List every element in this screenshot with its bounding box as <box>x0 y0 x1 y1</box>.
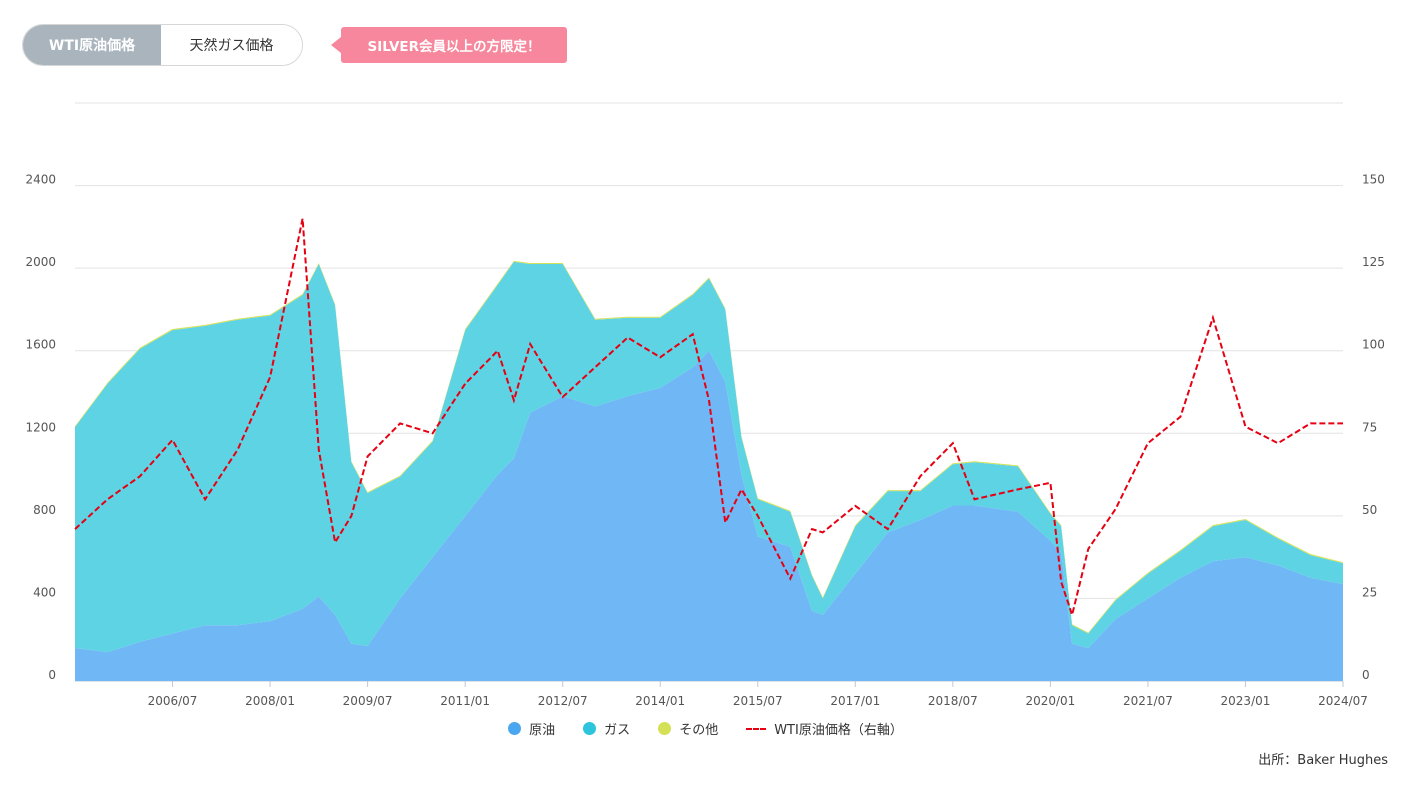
x-tick-label: 2017/01 <box>830 694 880 708</box>
y-right-tick-label: 150 <box>1362 173 1385 187</box>
left-axis-labels: 0 400 800 1200 1600 2000 2400 <box>25 173 56 682</box>
y-right-tick-label: 25 <box>1362 585 1377 599</box>
legend-item-other[interactable]: その他 <box>658 719 718 738</box>
x-axis-labels: 2006/07 2008/01 2009/07 2011/01 2012/07 2014/… <box>148 681 1368 708</box>
x-tick-label: 2012/07 <box>538 694 588 708</box>
legend-marker-wti <box>746 727 767 730</box>
x-tick-label: 2024/07 <box>1318 694 1368 708</box>
badge-pointer <box>331 37 341 53</box>
source-note: 出所：Baker Hughes <box>1258 753 1388 768</box>
x-tick-label: 2008/01 <box>245 694 295 708</box>
y-left-tick-label: 1200 <box>25 420 56 434</box>
right-axis-labels: 0 25 50 75 100 125 150 <box>1362 173 1385 682</box>
tab-natural-gas-price[interactable]: 天然ガス価格 <box>161 25 302 65</box>
x-tick-label: 2015/07 <box>733 694 783 708</box>
legend-marker-crude-oil <box>508 722 522 735</box>
legend-item-wti[interactable]: WTI原油価格（右軸） <box>746 719 903 738</box>
y-left-tick-label: 0 <box>48 668 56 682</box>
chart-legend: 原油 ガス その他 WTI原油価格（右軸） <box>0 719 1411 738</box>
legend-marker-other <box>658 722 672 735</box>
legend-label-gas: ガス <box>604 723 631 738</box>
y-left-tick-label: 2000 <box>25 255 56 269</box>
legend-marker-gas <box>583 722 597 735</box>
silver-members-badge: SILVER会員以上の方限定！ <box>341 27 567 63</box>
legend-label-other: その他 <box>679 723 719 738</box>
legend-label-wti: WTI原油価格（右軸） <box>774 723 903 738</box>
area-原油 <box>75 350 1343 681</box>
y-left-tick-label: 1600 <box>25 338 56 352</box>
x-tick-label: 2020/01 <box>1025 694 1075 708</box>
wti-series-line <box>74 218 1343 619</box>
y-right-tick-label: 125 <box>1362 255 1385 269</box>
y-left-tick-label: 400 <box>33 585 56 599</box>
y-right-tick-label: 75 <box>1362 420 1377 434</box>
tab-wti-price[interactable]: WTI原油価格 <box>23 25 161 65</box>
wti-price-line <box>74 218 1343 619</box>
price-tab-group: WTI原油価格 天然ガス価格 <box>22 24 303 66</box>
x-tick-label: 2018/07 <box>928 694 978 708</box>
x-tick-label: 2006/07 <box>148 694 198 708</box>
x-tick-label: 2014/01 <box>635 694 685 708</box>
y-right-tick-label: 0 <box>1362 668 1370 682</box>
legend-item-crude-oil[interactable]: 原油 <box>508 719 555 738</box>
y-left-tick-label: 800 <box>33 503 56 517</box>
x-tick-label: 2021/07 <box>1123 694 1173 708</box>
area-ガス <box>75 261 1343 653</box>
area-series <box>75 260 1343 681</box>
y-right-tick-label: 50 <box>1362 503 1377 517</box>
rig-count-chart: 0 400 800 1200 1600 2000 2400 0 25 50 75 100 125 150… <box>25 102 1385 708</box>
x-tick-label: 2011/01 <box>440 694 490 708</box>
legend-label-crude-oil: 原油 <box>529 723 556 738</box>
y-left-tick-label: 2400 <box>25 173 56 187</box>
legend-item-gas[interactable]: ガス <box>583 719 630 738</box>
x-tick-label: 2009/07 <box>343 694 393 708</box>
y-right-tick-label: 100 <box>1362 338 1385 352</box>
x-tick-label: 2023/01 <box>1221 694 1271 708</box>
